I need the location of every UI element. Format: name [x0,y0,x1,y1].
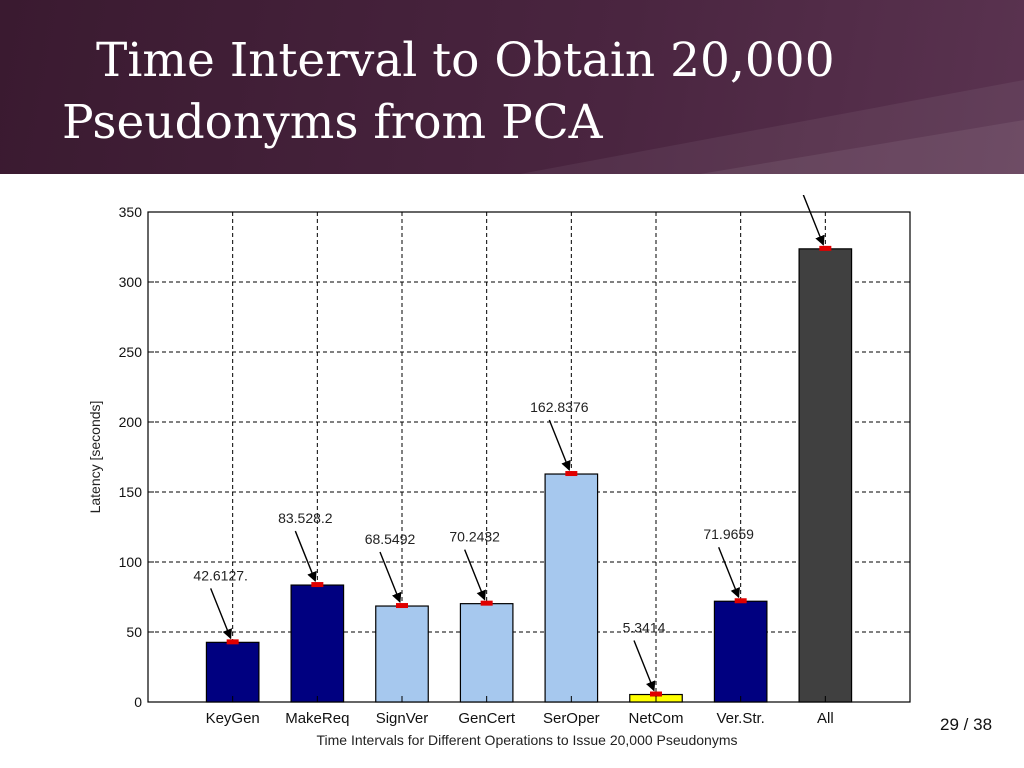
annotation-arrow [379,551,402,603]
bar [544,473,599,703]
error-marker [650,691,662,697]
bar [713,600,768,703]
x-tick-label: NetCom [628,710,683,727]
bar [459,603,514,703]
y-tick-label: 0 [134,694,142,710]
latency-bar-chart: 0 50 100 150 200 250 300 350 KeyGen MakeReq SignVe… [87,195,911,748]
y-tick-label: 150 [119,484,143,500]
error-marker [226,639,239,645]
y-tick-label: 300 [119,274,143,290]
header-decoration [520,80,1024,174]
data-label: 42.6127. [193,567,248,583]
y-tick-label: 350 [119,204,143,220]
y-tick-label: 200 [119,414,143,430]
error-marker [396,603,408,609]
x-tick-label: KeyGen [206,710,260,727]
annotation-arrow [294,530,317,582]
error-marker [480,600,493,606]
x-tick-label: GenCert [458,710,516,727]
x-tick-label: MakeReq [285,710,349,727]
x-tick-label: Ver.Str. [716,710,764,727]
annotation-arrow [718,546,740,599]
bar [205,641,260,703]
annotation-arrow [633,640,656,692]
x-tick-label: SerOper [543,710,600,727]
data-label: 68.5492 [365,531,416,547]
data-label: 5.3414 [623,620,666,636]
y-tick-label: 250 [119,344,143,360]
slide-title-line-2: Pseudonyms from PCA [62,95,603,150]
x-tick-label: SignVer [376,710,429,727]
data-label: 162.8376 [530,399,589,415]
plot-frame [147,211,911,703]
slide-title: Time Interval to Obtain 20,000 Pseudonym… [62,30,962,154]
page-current: 29 [940,715,959,734]
y-axis-label: Latency [seconds] [87,401,103,514]
slide-header: Time Interval to Obtain 20,000 Pseudonym… [0,0,1024,174]
data-label: 71.9659 [703,526,754,542]
error-marker [311,582,324,588]
x-tick-label: All [817,710,834,727]
y-tick-label: 50 [126,624,142,640]
annotation-arrow [464,549,486,601]
data-label: 83.528.2 [278,510,333,526]
bar [798,248,853,703]
data-label: 70.2432 [449,529,500,545]
bar [375,605,429,703]
error-marker [819,245,832,251]
error-marker [734,598,747,604]
error-marker [565,471,578,477]
bar [290,584,345,703]
annotation-arrow [802,195,825,246]
y-tick-label: 100 [119,554,143,570]
annotation-arrow [210,588,232,640]
annotation-arrow [548,419,571,471]
slide-title-line-1: Time Interval to Obtain 20,000 [96,33,835,88]
page-separator: / [963,715,969,734]
page-number: 29 / 38 [940,715,992,735]
page-total: 38 [973,715,993,734]
x-axis-label: Time Intervals for Different Operations … [317,732,738,748]
